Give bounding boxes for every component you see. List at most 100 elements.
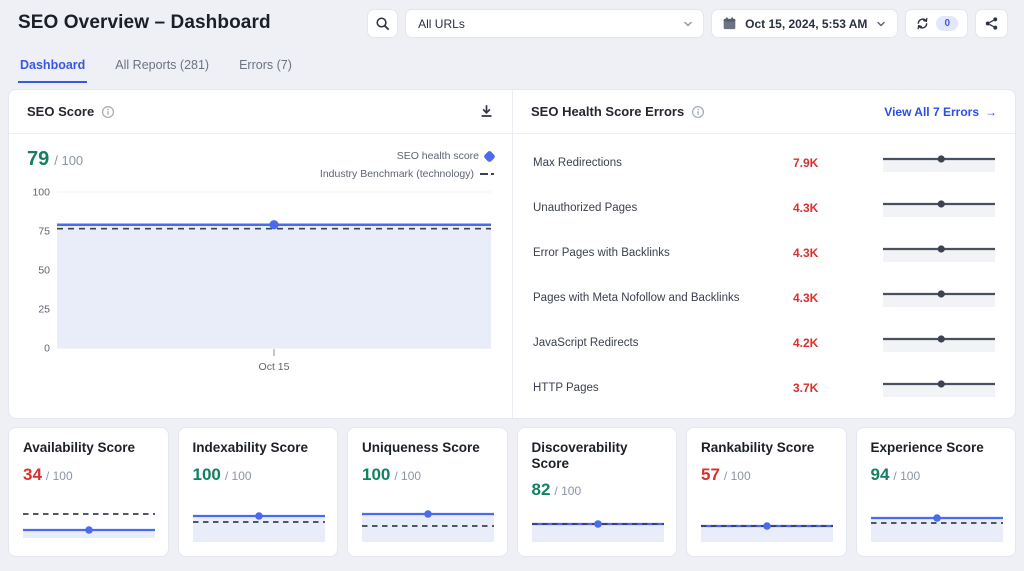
- score-trend-sparkline: [362, 510, 494, 542]
- share-icon: [984, 16, 999, 31]
- seo-score-panel: SEO Score 79 / 100 SEO health score: [9, 90, 512, 418]
- score-card-title: Discoverability Score: [531, 440, 628, 471]
- seo-score-chart: 100 75 50 25 0 Oct 15: [32, 187, 491, 373]
- error-label: Pages with Meta Nofollow and Backlinks: [533, 292, 740, 304]
- score-cards-row: Availability Score 34/ 100 Indexability Sc…: [8, 427, 1016, 557]
- legend-item-health-score[interactable]: SEO health score: [396, 149, 496, 163]
- legend-label: Industry Benchmark (technology): [319, 168, 474, 180]
- score-trend-sparkline: [23, 513, 155, 538]
- error-trend-sparkline: [883, 155, 995, 172]
- score-card-max: / 100: [554, 484, 582, 499]
- view-all-label: View All 7 Errors: [884, 104, 979, 119]
- score-card-value: 57: [701, 465, 720, 484]
- score-card-title: Experience Score: [870, 440, 984, 455]
- seo-score-value: 79: [27, 148, 50, 170]
- score-card-value: 100: [192, 465, 221, 484]
- score-card[interactable]: Discoverability Score 82/ 100: [516, 427, 677, 557]
- arrow-right-icon: →: [985, 104, 997, 119]
- refresh-button[interactable]: 0: [905, 9, 968, 38]
- error-trend-sparkline: [883, 290, 995, 307]
- score-trend-sparkline: [531, 520, 664, 543]
- error-count: 4.3K: [793, 246, 819, 260]
- score-trend-sparkline: [701, 522, 833, 542]
- score-card-title: Uniqueness Score: [362, 440, 480, 455]
- legend-item-benchmark[interactable]: Industry Benchmark (technology): [320, 168, 494, 180]
- score-card[interactable]: Rankability Score 57/ 100: [686, 427, 847, 557]
- score-card-value: 34: [23, 465, 42, 484]
- error-trend-sparkline: [883, 335, 995, 352]
- error-count: 7.9K: [793, 156, 819, 170]
- calendar-icon: [722, 16, 737, 31]
- seo-score-header: SEO Score: [9, 90, 512, 134]
- view-all-errors-link[interactable]: View All 7 Errors →: [884, 105, 997, 119]
- errors-title: SEO Health Score Errors: [531, 104, 685, 119]
- search-button[interactable]: [367, 9, 399, 38]
- search-icon: [375, 16, 390, 31]
- svg-text:25: 25: [38, 304, 50, 316]
- tab-all-reports[interactable]: All Reports (281): [115, 58, 210, 72]
- chart-legend: SEO health score Industry Benchmark (tec…: [320, 149, 496, 180]
- errors-header: SEO Health Score Errors View All 7 Error…: [513, 90, 1015, 134]
- score-card-value: 82: [531, 480, 551, 500]
- date-value: Oct 15, 2024, 5:53 AM: [745, 16, 868, 31]
- chevron-down-icon: [875, 18, 887, 30]
- legend-marker-diamond: [483, 149, 496, 163]
- tab-dashboard[interactable]: Dashboard: [18, 54, 88, 83]
- info-icon[interactable]: [101, 105, 115, 119]
- url-filter-value: All URLs: [418, 16, 465, 31]
- score-card-max: / 100: [45, 469, 73, 483]
- score-card-value: 94: [870, 465, 890, 484]
- svg-text:0: 0: [44, 343, 50, 355]
- error-row[interactable]: HTTP Pages 3.7K: [533, 376, 995, 400]
- error-label: HTTP Pages: [533, 382, 599, 394]
- seo-health-errors-panel: SEO Health Score Errors View All 7 Error…: [512, 90, 1015, 418]
- score-card[interactable]: Availability Score 34/ 100: [8, 427, 169, 557]
- tab-errors[interactable]: Errors (7): [239, 58, 292, 72]
- svg-text:75: 75: [38, 226, 50, 238]
- score-card[interactable]: Uniqueness Score 100/ 100: [347, 427, 508, 557]
- score-card-value: 100: [362, 465, 391, 484]
- error-label: JavaScript Redirects: [533, 337, 639, 349]
- seo-score-title: SEO Score: [27, 104, 95, 119]
- main-card: SEO Score 79 / 100 SEO health score: [8, 89, 1016, 419]
- error-count: 4.3K: [793, 291, 819, 305]
- chevron-down-icon: [682, 18, 694, 30]
- share-button[interactable]: [975, 9, 1008, 38]
- header-controls: All URLs Oct 15, 2024, 5:53 AM 0: [367, 9, 1008, 38]
- url-filter-select[interactable]: All URLs: [405, 9, 705, 38]
- legend-label: SEO health score: [396, 150, 479, 162]
- tab-bar: Dashboard All Reports (281) Errors (7): [18, 54, 294, 83]
- error-label: Unauthorized Pages: [533, 202, 638, 214]
- refresh-icon: [915, 16, 930, 31]
- error-row[interactable]: JavaScript Redirects 4.2K: [533, 331, 995, 355]
- error-count: 4.3K: [793, 201, 819, 215]
- score-card-max: / 100: [394, 469, 422, 483]
- error-trend-sparkline: [883, 380, 995, 397]
- score-card-title: Availability Score: [23, 440, 136, 455]
- error-row[interactable]: Max Redirections 7.9K: [533, 151, 995, 175]
- error-trend-sparkline: [883, 245, 995, 262]
- score-card[interactable]: Experience Score 94/ 100: [855, 427, 1016, 557]
- error-count: 4.2K: [793, 336, 819, 350]
- error-row[interactable]: Pages with Meta Nofollow and Backlinks 4.…: [533, 286, 995, 310]
- score-card-max: / 100: [723, 469, 751, 483]
- score-card-title: Indexability Score: [192, 440, 309, 455]
- error-row[interactable]: Error Pages with Backlinks 4.3K: [533, 241, 995, 265]
- seo-score-max: / 100: [54, 153, 84, 168]
- svg-text:Oct 15: Oct 15: [259, 361, 290, 373]
- refresh-count-badge: 0: [936, 16, 958, 31]
- seo-score-body: 79 / 100 SEO health score Industry Bench…: [9, 134, 512, 385]
- legend-marker-dash: [480, 173, 494, 175]
- error-row[interactable]: Unauthorized Pages 4.3K: [533, 196, 995, 220]
- info-icon[interactable]: [691, 105, 705, 119]
- page-title: SEO Overview – Dashboard: [18, 12, 271, 33]
- error-count: 3.7K: [793, 381, 819, 395]
- score-card-max: / 100: [893, 469, 921, 483]
- svg-text:100: 100: [32, 187, 50, 199]
- error-label: Max Redirections: [533, 157, 622, 169]
- score-card[interactable]: Indexability Score 100/ 100: [177, 427, 338, 557]
- download-icon[interactable]: [479, 104, 494, 119]
- error-label: Error Pages with Backlinks: [533, 247, 670, 259]
- error-list: Max Redirections 7.9K Unauthorized Pages 4.…: [513, 134, 1015, 418]
- date-picker[interactable]: Oct 15, 2024, 5:53 AM: [711, 9, 899, 38]
